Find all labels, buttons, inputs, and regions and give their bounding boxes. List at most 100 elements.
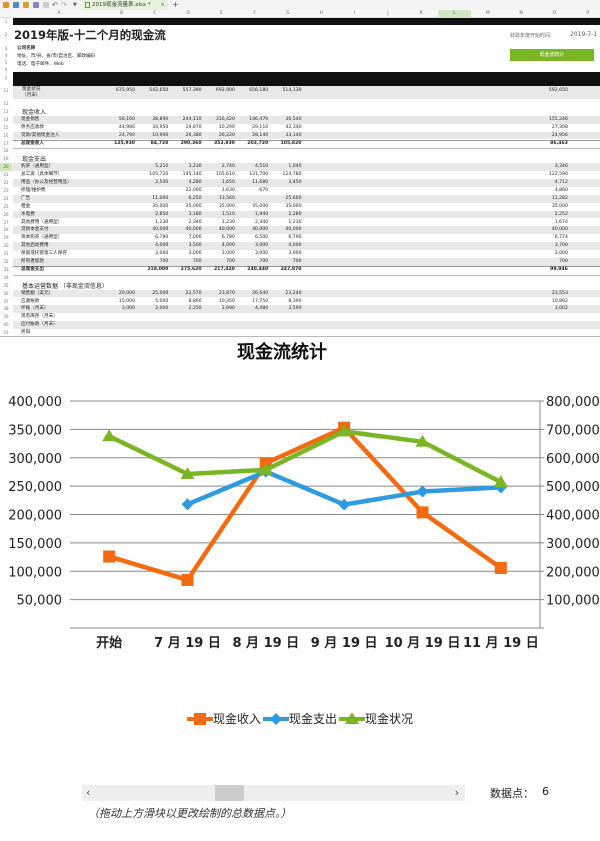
row-label[interactable]: 租金 [21, 203, 31, 209]
row-number[interactable]: 13 [3, 108, 9, 114]
row-value[interactable]: 10,900 [152, 132, 169, 138]
row-number[interactable]: 16 [3, 132, 9, 138]
row-value[interactable]: 3,230 [188, 164, 202, 170]
row-number[interactable]: 11 [3, 88, 9, 93]
row-value[interactable]: 3,000 [255, 251, 269, 257]
row-label[interactable]: 销售额（美元） [21, 290, 54, 296]
row-number[interactable]: 2 [4, 32, 8, 37]
open-icon[interactable] [3, 2, 9, 8]
legend-marker[interactable] [269, 712, 282, 725]
row-label[interactable]: 保留或托管第三人保存 [21, 251, 67, 257]
row-value[interactable]: 44,980 [118, 124, 135, 130]
row-average[interactable]: 11,282 [551, 195, 568, 201]
row-label[interactable]: 广告 [21, 195, 31, 201]
slider-left-arrow[interactable]: ‹ [86, 786, 91, 799]
data-point-2[interactable] [258, 462, 273, 475]
row-value[interactable]: 700 [192, 259, 202, 264]
fiscal-year-value[interactable]: 2019-7-1 [570, 31, 598, 38]
cash-status-value[interactable]: 514,130 [282, 88, 302, 93]
row-label[interactable]: 其他费用（通用型） [21, 219, 63, 225]
row-value[interactable]: 217,420 [213, 266, 235, 272]
row-value[interactable]: 1,230 [221, 219, 235, 225]
column-header-O[interactable]: O [552, 11, 557, 16]
row-value[interactable]: 203,720 [247, 140, 269, 146]
row-value[interactable]: 1,040 [288, 164, 302, 170]
row-average[interactable]: 3,346 [554, 164, 568, 170]
data-point-0[interactable] [103, 550, 116, 563]
row-value[interactable]: 1,650 [221, 180, 235, 185]
column-header-A[interactable]: A [57, 11, 61, 16]
row-number[interactable]: 12 [3, 101, 9, 106]
column-header-J[interactable]: J [387, 11, 389, 16]
row-value[interactable]: 33,140 [285, 132, 302, 138]
row-value[interactable]: 40,000 [152, 227, 169, 233]
row-number[interactable]: 38 [3, 306, 9, 312]
row-value[interactable]: 145,140 [182, 172, 202, 178]
data-point-2[interactable] [415, 434, 430, 447]
row-value[interactable]: 316,420 [215, 116, 235, 122]
cash-status-value[interactable]: 542,650 [149, 88, 169, 93]
row-value[interactable]: 6,500 [255, 235, 269, 241]
row-value[interactable]: 30,540 [285, 116, 302, 122]
cash-flow-stats-button[interactable]: 现金流统计 [510, 49, 594, 61]
row-value[interactable]: 42,340 [285, 124, 302, 130]
cash-status-value[interactable]: 692,900 [215, 88, 235, 93]
row-value[interactable]: 26,640 [252, 290, 269, 296]
data-point-1[interactable] [338, 498, 351, 511]
row-label[interactable]: 现金支出 [22, 156, 47, 164]
data-points-slider[interactable]: ‹ › [82, 785, 465, 801]
row-label[interactable]: 应付账款（月末） [21, 322, 58, 328]
row-value[interactable]: 28,140 [252, 132, 269, 138]
row-value[interactable]: 3,180 [188, 211, 202, 217]
address[interactable]: 地址、市/县、省/市/自治区、邮政编码 [17, 54, 96, 59]
row-value[interactable]: 125,930 [114, 140, 135, 146]
row-value[interactable]: 105,720 [149, 172, 169, 178]
data-point-2[interactable] [493, 475, 508, 488]
row-value[interactable]: 2,740 [221, 164, 235, 170]
row-value[interactable]: 2,690 [221, 306, 235, 312]
row-average[interactable]: 86,463 [550, 140, 568, 146]
cash-status-value[interactable]: 656,180 [249, 88, 269, 93]
row-label[interactable]: 债务应收款 [21, 124, 44, 130]
row-value[interactable]: 275,620 [180, 266, 202, 272]
row-value[interactable]: 35,000 [285, 203, 302, 209]
dropdown-icon[interactable]: ▼ [73, 2, 77, 8]
row-label[interactable]: 总现金支出 [21, 266, 44, 272]
row-value[interactable]: 11,680 [252, 180, 269, 185]
row-value[interactable]: 84,720 [150, 140, 169, 146]
row-value[interactable]: 25,600 [285, 195, 302, 201]
row-value[interactable]: 2,000 [155, 306, 169, 312]
row-value[interactable]: 3,590 [288, 306, 302, 312]
row-value[interactable]: 10,350 [218, 298, 235, 304]
row-value[interactable]: 6,790 [221, 235, 235, 241]
row-average[interactable]: 3,700 [554, 243, 568, 249]
row-average[interactable]: 1,674 [554, 219, 568, 225]
row-value[interactable]: 56,160 [118, 116, 135, 122]
row-value[interactable]: 290,360 [180, 140, 202, 146]
data-point-0[interactable] [416, 506, 429, 519]
row-value[interactable]: 4,480 [255, 306, 269, 312]
row-average[interactable]: 40,000 [551, 227, 568, 233]
row-value[interactable]: 124,780 [282, 172, 302, 178]
row-label[interactable]: 现金收入 [22, 108, 47, 116]
row-number[interactable]: 27 [3, 219, 9, 225]
row-value[interactable]: 2,500 [155, 180, 169, 185]
row-value[interactable]: 670 [259, 187, 269, 193]
row-value[interactable]: 8,390 [288, 298, 302, 304]
column-header-F[interactable]: F [253, 11, 256, 16]
company-name[interactable]: 公司名称 [17, 46, 36, 51]
row-value[interactable]: 35,000 [218, 203, 235, 209]
row-value[interactable]: 6,250 [188, 195, 202, 201]
data-point-0[interactable] [494, 561, 507, 574]
row-average[interactable]: 3,002 [554, 306, 568, 312]
row-value[interactable]: 146,470 [249, 116, 269, 122]
row-value[interactable]: 3,000 [255, 243, 269, 249]
row-value[interactable]: 3,500 [188, 243, 202, 249]
row-value[interactable]: 40,000 [285, 227, 302, 233]
row-value[interactable]: 6,790 [288, 235, 302, 241]
row-average[interactable]: 4,860 [554, 187, 568, 193]
legend-item[interactable]: 现金状况 [339, 710, 413, 727]
print-icon[interactable] [33, 2, 39, 8]
file-tab[interactable]: 2019现金流量表.xlsx * × [82, 0, 168, 10]
row-label[interactable]: 贷款本金支付 [21, 227, 49, 233]
